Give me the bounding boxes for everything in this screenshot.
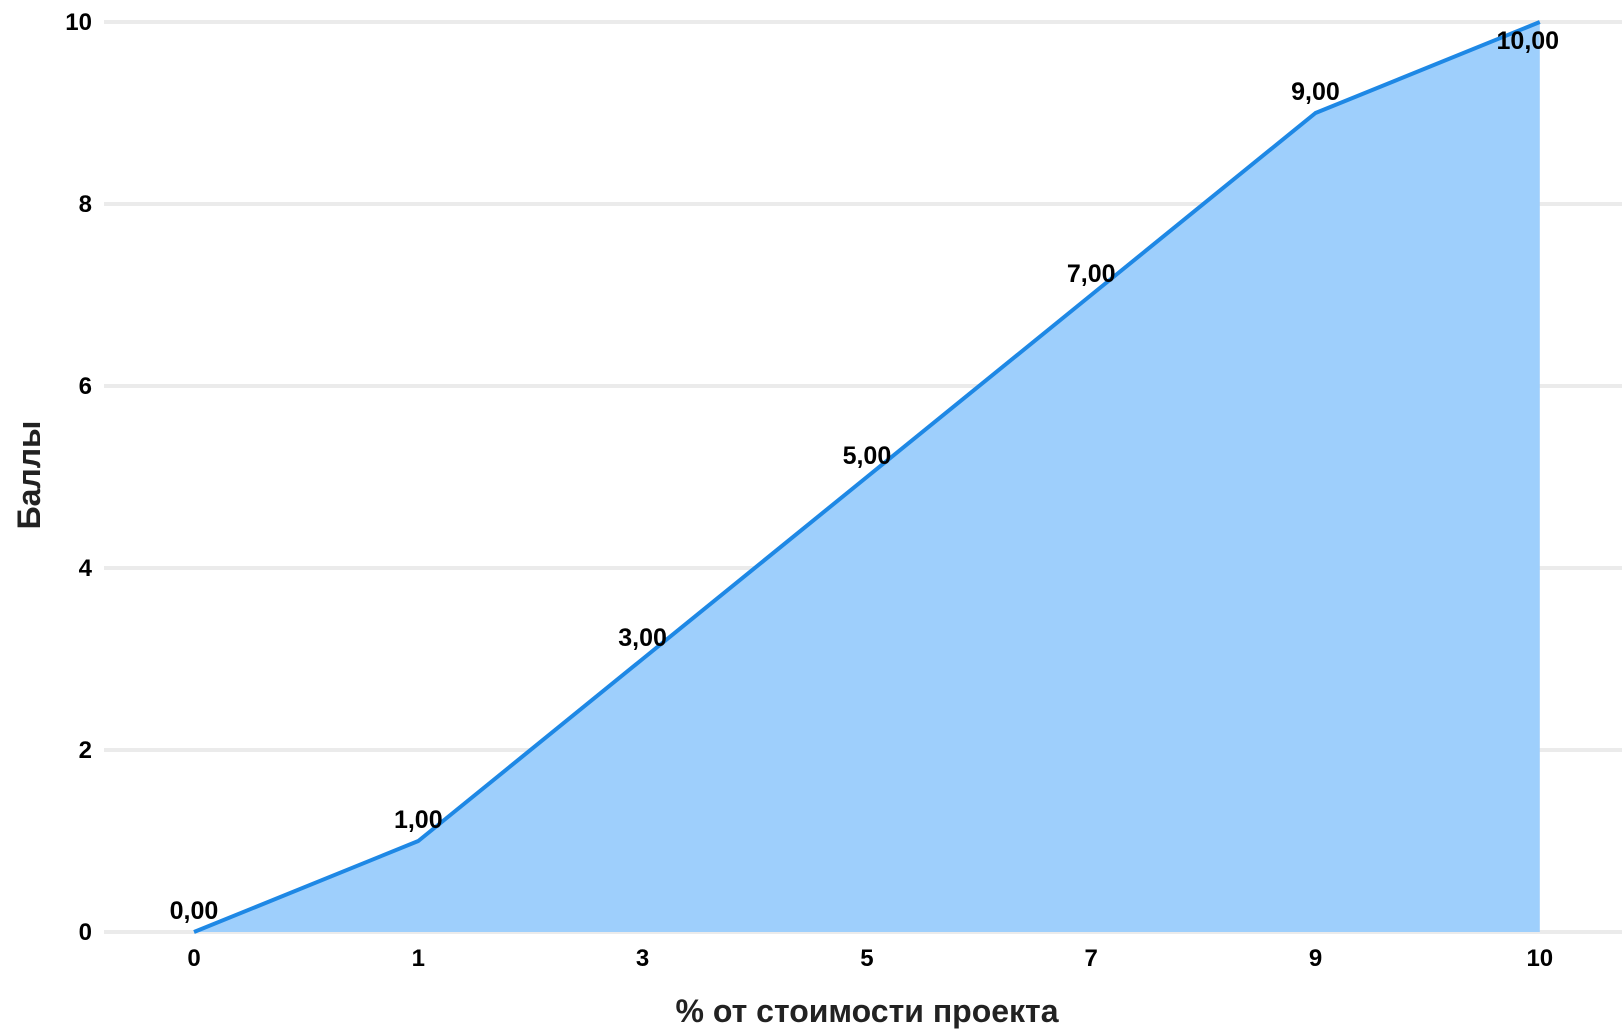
y-tick-label: 10 — [65, 9, 92, 36]
data-label: 9,00 — [1291, 78, 1340, 106]
data-label: 1,00 — [394, 806, 443, 834]
y-tick-label: 8 — [79, 191, 92, 218]
data-label: 5,00 — [843, 442, 892, 470]
data-labels: 0,00 1,00 3,00 5,00 7,00 9,00 10,00 — [170, 27, 1559, 925]
data-label: 10,00 — [1497, 27, 1560, 55]
y-tick-label: 4 — [79, 555, 93, 582]
y-tick-label: 2 — [79, 737, 92, 764]
x-tick-label: 0 — [187, 945, 200, 972]
x-axis-tick-labels: 0 1 3 5 7 9 10 — [187, 945, 1553, 972]
y-tick-label: 6 — [79, 373, 92, 400]
series-line — [193, 20, 1541, 934]
y-tick-label: 0 — [79, 919, 92, 946]
x-tick-label: 3 — [636, 945, 649, 972]
x-tick-label: 7 — [1085, 945, 1098, 972]
y-axis-tick-labels: 0 2 4 6 8 10 — [65, 9, 92, 946]
y-axis-title: Баллы — [11, 421, 47, 530]
data-label: 3,00 — [618, 624, 667, 652]
data-label: 0,00 — [170, 897, 219, 925]
x-tick-label: 5 — [860, 945, 873, 972]
data-label: 7,00 — [1067, 260, 1116, 288]
x-tick-label: 1 — [412, 945, 425, 972]
x-axis-title: % от стоимости проекта — [675, 993, 1058, 1029]
x-tick-label: 10 — [1526, 945, 1553, 972]
x-tick-label: 9 — [1309, 945, 1322, 972]
